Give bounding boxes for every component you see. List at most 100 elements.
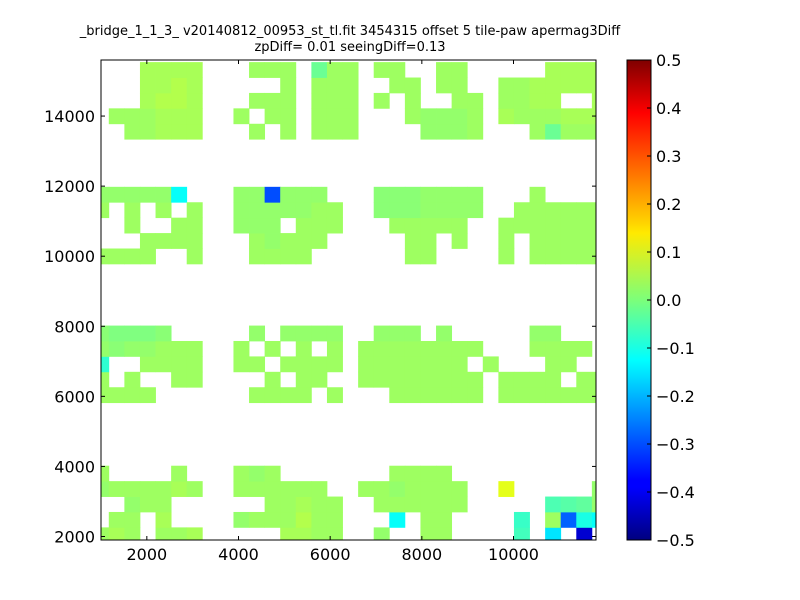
x-tick-label: 4000 — [218, 545, 259, 564]
heatmap-cell — [591, 123, 596, 140]
heatmap-cell — [513, 92, 530, 109]
heatmap-cell — [342, 108, 359, 125]
heatmap-cell — [404, 465, 421, 482]
heatmap-cell — [389, 465, 406, 482]
heatmap-cell — [101, 325, 110, 342]
heatmap-cell — [576, 217, 593, 234]
heatmap-cell — [264, 62, 281, 78]
heatmap-cell — [420, 527, 437, 540]
heatmap-cell — [467, 202, 484, 219]
heatmap-cell — [264, 371, 281, 388]
heatmap-cell — [420, 233, 437, 249]
heatmap-cell — [513, 511, 530, 528]
heatmap-cell — [139, 387, 156, 404]
heatmap-cell — [467, 371, 484, 388]
heatmap-cell — [545, 62, 562, 78]
heatmap-cell — [436, 496, 453, 513]
heatmap-cell — [264, 340, 281, 357]
heatmap-cell — [436, 108, 453, 125]
heatmap-cell — [186, 356, 203, 373]
heatmap-cell — [139, 340, 156, 357]
heatmap-cell — [311, 325, 328, 342]
x-tick-label: 6000 — [310, 545, 351, 564]
heatmap-cell — [295, 481, 312, 497]
colorbar-tick-label: 0.0 — [656, 291, 681, 310]
heatmap-cell — [326, 77, 343, 94]
heatmap-cell — [311, 186, 328, 203]
heatmap-cell — [139, 186, 156, 203]
heatmap-cell — [186, 92, 203, 109]
heatmap-cell — [155, 77, 172, 94]
heatmap-cell — [101, 248, 110, 265]
heatmap-cell — [545, 202, 562, 219]
heatmap-cell — [420, 217, 437, 234]
heatmap-cell — [545, 233, 562, 249]
heatmap-cell — [560, 108, 577, 125]
x-axis: 2000 4000 6000 8000 10000 — [126, 60, 539, 564]
heatmap-cell — [420, 465, 437, 482]
heatmap-cell — [576, 496, 593, 513]
heatmap-cell — [467, 92, 484, 109]
colorbar-tick-label: −0.4 — [656, 483, 695, 502]
heatmap-cell — [155, 123, 172, 140]
heatmap-cell — [513, 217, 530, 234]
heatmap-cell — [451, 387, 468, 404]
heatmap-cell — [560, 233, 577, 249]
heatmap-cell — [545, 248, 562, 265]
heatmap-cell — [451, 77, 468, 94]
heatmap-cell — [404, 356, 421, 373]
heatmap-cell — [139, 496, 156, 513]
heatmap-cell — [124, 325, 141, 342]
heatmap-cell — [155, 527, 172, 540]
heatmap-cell — [560, 387, 577, 404]
heatmap-cell — [186, 123, 203, 140]
heatmap-cell — [186, 371, 203, 388]
heatmap-cell — [545, 325, 562, 342]
heatmap-cell — [498, 481, 515, 497]
heatmap-cell — [295, 340, 312, 357]
heatmap-cell — [513, 202, 530, 219]
y-tick-label: 10000 — [44, 247, 95, 266]
heatmap-cell — [186, 62, 203, 78]
heatmap-cell — [280, 123, 297, 140]
heatmap-cell — [560, 77, 577, 94]
heatmap-cell — [124, 511, 141, 528]
heatmap-cell — [155, 108, 172, 125]
heatmap-cell — [326, 387, 343, 404]
heatmap-cell — [264, 511, 281, 528]
heatmap-cell — [280, 186, 297, 203]
heatmap-cell — [124, 527, 141, 540]
heatmap-cell — [311, 217, 328, 234]
heatmap-cell — [295, 371, 312, 388]
heatmap-cell — [101, 481, 110, 497]
heatmap-cell — [186, 77, 203, 94]
heatmap-cell — [591, 496, 596, 513]
heatmap-cell — [280, 387, 297, 404]
heatmap-cell — [264, 465, 281, 482]
heatmap-cell — [576, 62, 593, 78]
heatmap-cell — [560, 511, 577, 528]
heatmap-cell — [389, 496, 406, 513]
heatmap-cell — [373, 92, 390, 109]
heatmap-cell — [529, 371, 546, 388]
heatmap-cell — [545, 511, 562, 528]
heatmap-cell — [264, 496, 281, 513]
heatmap-cell — [326, 356, 343, 373]
heatmap-cell — [560, 340, 577, 357]
heatmap-cell — [233, 481, 250, 497]
heatmap-cell — [124, 217, 141, 234]
heatmap-cell — [186, 202, 203, 219]
y-tick-label: 14000 — [44, 107, 95, 126]
heatmap-cell — [529, 123, 546, 140]
heatmap-cell — [545, 371, 562, 388]
heatmap-cell — [108, 387, 125, 404]
heatmap-cell — [560, 62, 577, 78]
heatmap-cell — [155, 186, 172, 203]
heatmap-cell — [373, 325, 390, 342]
heatmap-cell — [124, 248, 141, 265]
heatmap-cell — [280, 248, 297, 265]
heatmap-cell — [124, 496, 141, 513]
heatmap-cell — [467, 340, 484, 357]
heatmap-cell — [326, 202, 343, 219]
